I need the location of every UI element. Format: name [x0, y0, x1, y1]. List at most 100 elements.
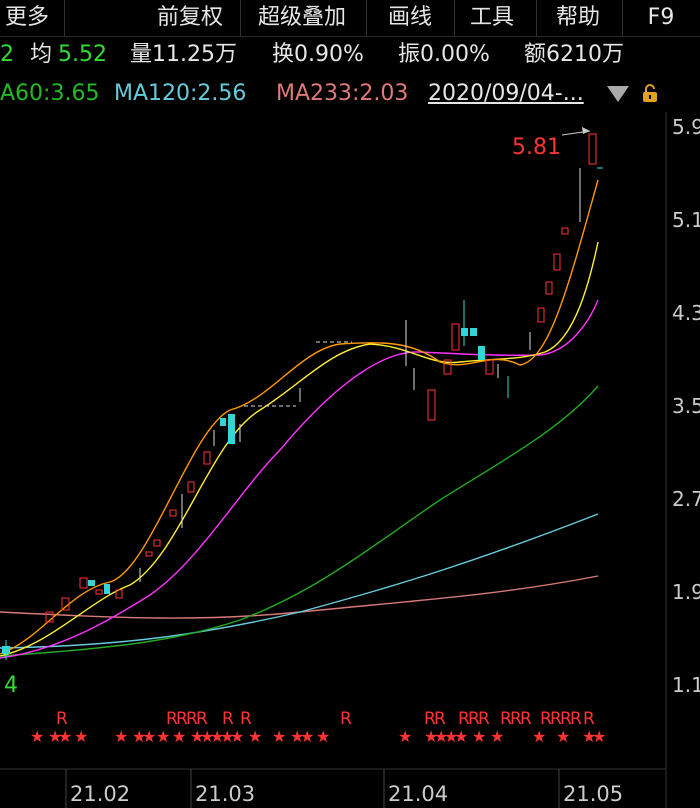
r-marker: R	[196, 709, 208, 729]
r-marker: R	[166, 709, 178, 729]
r-marker: R	[560, 709, 572, 729]
star-marker: ★	[248, 727, 262, 746]
candle	[470, 328, 477, 336]
x-tick: 21.02	[70, 782, 130, 806]
date-range[interactable]: 2020/09/04-...	[428, 81, 584, 106]
candle	[61, 597, 70, 611]
r-marker: R	[458, 709, 470, 729]
avg-label: 均	[30, 42, 53, 67]
menu-draw[interactable]: 画线	[387, 5, 432, 30]
candle	[451, 323, 460, 351]
menu-separator	[366, 0, 367, 36]
turnover-text: 换0.90%	[272, 42, 364, 67]
menu-adjust[interactable]: 前复权	[156, 5, 223, 30]
star-marker: ★	[532, 727, 546, 746]
info-bar: 2 均 5.52 量11.25万 换0.90% 振0.00% 额6210万	[0, 37, 700, 73]
kline-chart[interactable]: 5.9 5.1 4.3 3.5 2.7 1.9 1.1 21.02 21.03 …	[0, 112, 700, 808]
ma-lines	[0, 179, 599, 659]
ma120-label: MA120:2.56	[114, 81, 247, 106]
high-price-label: 5.81	[512, 135, 561, 160]
star-marker: ★	[172, 727, 186, 746]
ma233-label: MA233:2.03	[276, 81, 409, 106]
candle	[545, 281, 553, 295]
r-marker: R	[340, 709, 352, 729]
star-marker: ★	[316, 727, 330, 746]
info-prefix: 2	[0, 42, 14, 67]
y-axis-ticks: 5.9 5.1 4.3 3.5 2.7 1.9 1.1	[672, 115, 700, 697]
lock-icon[interactable]	[641, 84, 659, 102]
candle	[427, 389, 436, 421]
star-marker: ★	[490, 727, 504, 746]
r-marker: R	[176, 709, 188, 729]
candle	[485, 359, 494, 375]
flat-markers	[244, 341, 352, 407]
r-marker: R	[240, 709, 252, 729]
star-marker: ★	[142, 727, 156, 746]
x-tick: 21.04	[388, 782, 448, 806]
r-marker: R	[520, 709, 532, 729]
star-marker: ★	[398, 727, 412, 746]
menu-f9[interactable]: F9	[647, 5, 675, 30]
candle	[187, 481, 195, 493]
y-tick: 3.5	[672, 394, 700, 418]
r-marker: R	[424, 709, 436, 729]
r-marker: R	[510, 709, 522, 729]
ma60-line	[0, 385, 599, 657]
menu-help[interactable]: 帮助	[555, 5, 600, 30]
ma10-line	[0, 179, 599, 655]
candle	[478, 346, 485, 360]
candle	[537, 307, 545, 323]
high-arrow-head	[582, 127, 590, 134]
candle	[220, 418, 226, 426]
r-marker: R	[468, 709, 480, 729]
candle	[461, 328, 468, 336]
candle	[561, 227, 569, 235]
avg-value: 5.52	[58, 42, 107, 67]
r-marker: R	[478, 709, 490, 729]
star-marker: ★	[444, 727, 458, 746]
star-marker: ★	[434, 727, 448, 746]
star-marker: ★	[300, 727, 314, 746]
low-price-label: 4	[4, 673, 18, 698]
star-marker: ★	[290, 727, 304, 746]
star-marker: ★	[556, 727, 570, 746]
r-marker: R	[500, 709, 512, 729]
r-marker: R	[186, 709, 198, 729]
candle	[88, 580, 95, 586]
y-tick: 1.9	[672, 580, 700, 604]
star-marker: ★	[190, 727, 204, 746]
star-marker: ★	[74, 727, 88, 746]
star-marker: ★	[582, 727, 596, 746]
r-marker: R	[222, 709, 234, 729]
r-marker: R	[540, 709, 552, 729]
menu-separator	[64, 0, 65, 36]
candle	[115, 589, 123, 599]
ma120-line	[0, 513, 599, 649]
y-tick: 2.7	[672, 487, 700, 511]
dropdown-triangle-icon[interactable]	[607, 86, 629, 102]
menu-tools[interactable]: 工具	[469, 5, 514, 30]
r-marker: R	[583, 709, 595, 729]
ma30-line	[0, 299, 599, 659]
star-marker: ★	[58, 727, 72, 746]
menu-more[interactable]: 更多	[4, 5, 49, 30]
volume-text: 量11.25万	[130, 42, 237, 67]
candles	[2, 133, 603, 660]
candle	[588, 133, 597, 165]
menu-separator	[240, 0, 241, 36]
r-marker: R	[550, 709, 562, 729]
menu-overlay[interactable]: 超级叠加	[257, 5, 346, 30]
menu-separator	[622, 0, 623, 36]
star-marker: ★	[454, 727, 468, 746]
star-marker: ★	[48, 727, 62, 746]
candle	[95, 589, 103, 595]
y-tick: 5.9	[672, 115, 700, 139]
star-marker: ★	[472, 727, 486, 746]
star-marker: ★	[132, 727, 146, 746]
star-marker: ★	[30, 727, 44, 746]
x-tick: 21.05	[563, 782, 623, 806]
star-marker: ★	[156, 727, 170, 746]
candle	[169, 509, 177, 517]
candle	[45, 611, 54, 623]
r-marker: R	[570, 709, 582, 729]
